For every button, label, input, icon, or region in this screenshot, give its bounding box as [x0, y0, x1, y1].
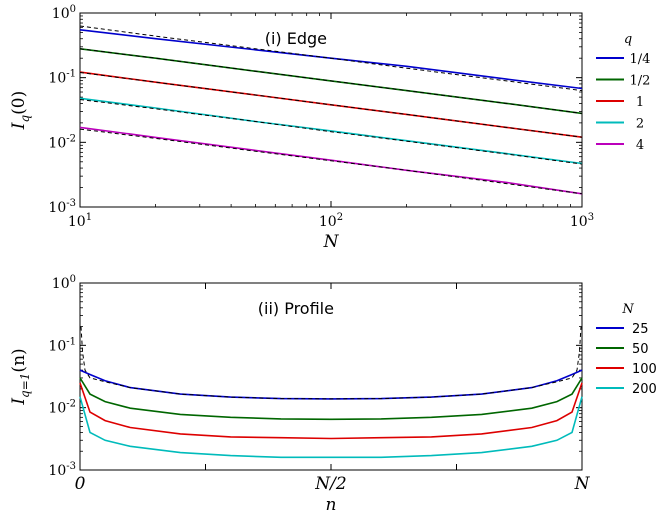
- x-tick-label: 101: [68, 212, 92, 230]
- y-tick-label: 10-2: [48, 399, 76, 417]
- y-tick-label-exp: -1: [66, 69, 76, 80]
- series-line-25: [79, 369, 583, 400]
- y-tick-label-base: 10: [48, 338, 66, 354]
- reference-line-1/4: [79, 25, 583, 92]
- y-tick-label-base: 10: [48, 71, 66, 87]
- x-tick-label: 0: [75, 474, 86, 494]
- legend-label-100: 100: [632, 362, 657, 377]
- y-axis-label-part: q: [18, 115, 32, 123]
- x-axis-label: n: [326, 495, 337, 512]
- x-tick-label-exp: 2: [337, 212, 343, 223]
- x-tick-label-exp: 1: [86, 212, 92, 223]
- x-tick-label: N: [574, 474, 591, 494]
- legend-label-1: 1: [636, 95, 644, 110]
- y-tick-label-exp: -2: [66, 133, 76, 144]
- legend-title: N: [621, 302, 634, 317]
- x-tick-label-base: 10: [319, 214, 337, 230]
- y-tick-label-base: 10: [52, 6, 70, 22]
- reference-line-2: [79, 99, 583, 165]
- x-tick-label: 102: [319, 212, 343, 230]
- legend-label-1/4: 1/4: [630, 52, 651, 67]
- y-tick-label-base: 10: [52, 276, 70, 292]
- legend-label-25: 25: [632, 322, 649, 337]
- y-tick-label-exp: -3: [66, 461, 76, 472]
- y-tick-label-base: 10: [48, 135, 66, 151]
- x-tick-label-base: 10: [68, 214, 86, 230]
- panel-2: 0 N/2 N (ii) Profile n Iq=1(n) N 25 50 100 200: [9, 282, 657, 512]
- y-tick-label: 100: [52, 4, 76, 22]
- y-axis-label: Iq(0): [9, 91, 32, 131]
- y-tick-label: 10-1: [48, 336, 76, 354]
- x-axis-label: N: [323, 232, 340, 252]
- reference-line: [80, 326, 582, 400]
- legend-label-2: 2: [636, 117, 644, 132]
- legend-label-4: 4: [636, 138, 644, 153]
- reference-line-1/2: [79, 48, 583, 114]
- y-tick-label-base: 10: [48, 200, 66, 216]
- y-tick-label: 10-1: [48, 69, 76, 87]
- y-tick-label: 10-2: [48, 133, 76, 151]
- y-tick-label-exp: -3: [66, 198, 76, 209]
- x-tick-label-base: 10: [570, 214, 588, 230]
- legend-label-1/2: 1/2: [630, 74, 651, 89]
- x-tick-label-exp: 3: [588, 212, 594, 223]
- y-tick-label: 10-3: [48, 461, 76, 479]
- series-line-200: [79, 396, 583, 459]
- legend-label-50: 50: [632, 342, 649, 357]
- panel-annotation: (i) Edge: [265, 29, 327, 48]
- y-tick-label-exp: 0: [70, 4, 76, 15]
- legend-title: q: [624, 32, 632, 47]
- y-axis-label-part: (0): [9, 91, 29, 115]
- reference-line-1: [79, 72, 583, 138]
- y-tick-label-exp: 0: [70, 274, 76, 285]
- y-tick-label: 100: [52, 274, 76, 292]
- y-axis-label-part: q=1: [18, 373, 32, 398]
- x-tick-label: 103: [570, 212, 594, 230]
- y-axis-label-part: I: [9, 122, 29, 130]
- y-axis-label: Iq=1(n): [9, 348, 32, 405]
- series-line-50: [79, 377, 583, 421]
- y-tick-label-base: 10: [48, 401, 66, 417]
- reference-line-4: [79, 128, 583, 195]
- y-axis-label-part: I: [9, 398, 29, 406]
- y-tick-label: 10-3: [48, 198, 76, 216]
- series-line-1/4: [79, 29, 583, 90]
- y-tick-label-exp: -2: [66, 399, 76, 410]
- series-line-100: [79, 382, 583, 440]
- y-tick-label-base: 10: [48, 463, 66, 479]
- x-tick-label: N/2: [314, 474, 346, 494]
- y-axis-label-part: (n): [9, 348, 29, 372]
- plot-frame: [79, 12, 583, 208]
- y-tick-label-exp: -1: [66, 336, 76, 347]
- panel-annotation: (ii) Profile: [258, 299, 334, 318]
- legend-label-200: 200: [632, 382, 657, 397]
